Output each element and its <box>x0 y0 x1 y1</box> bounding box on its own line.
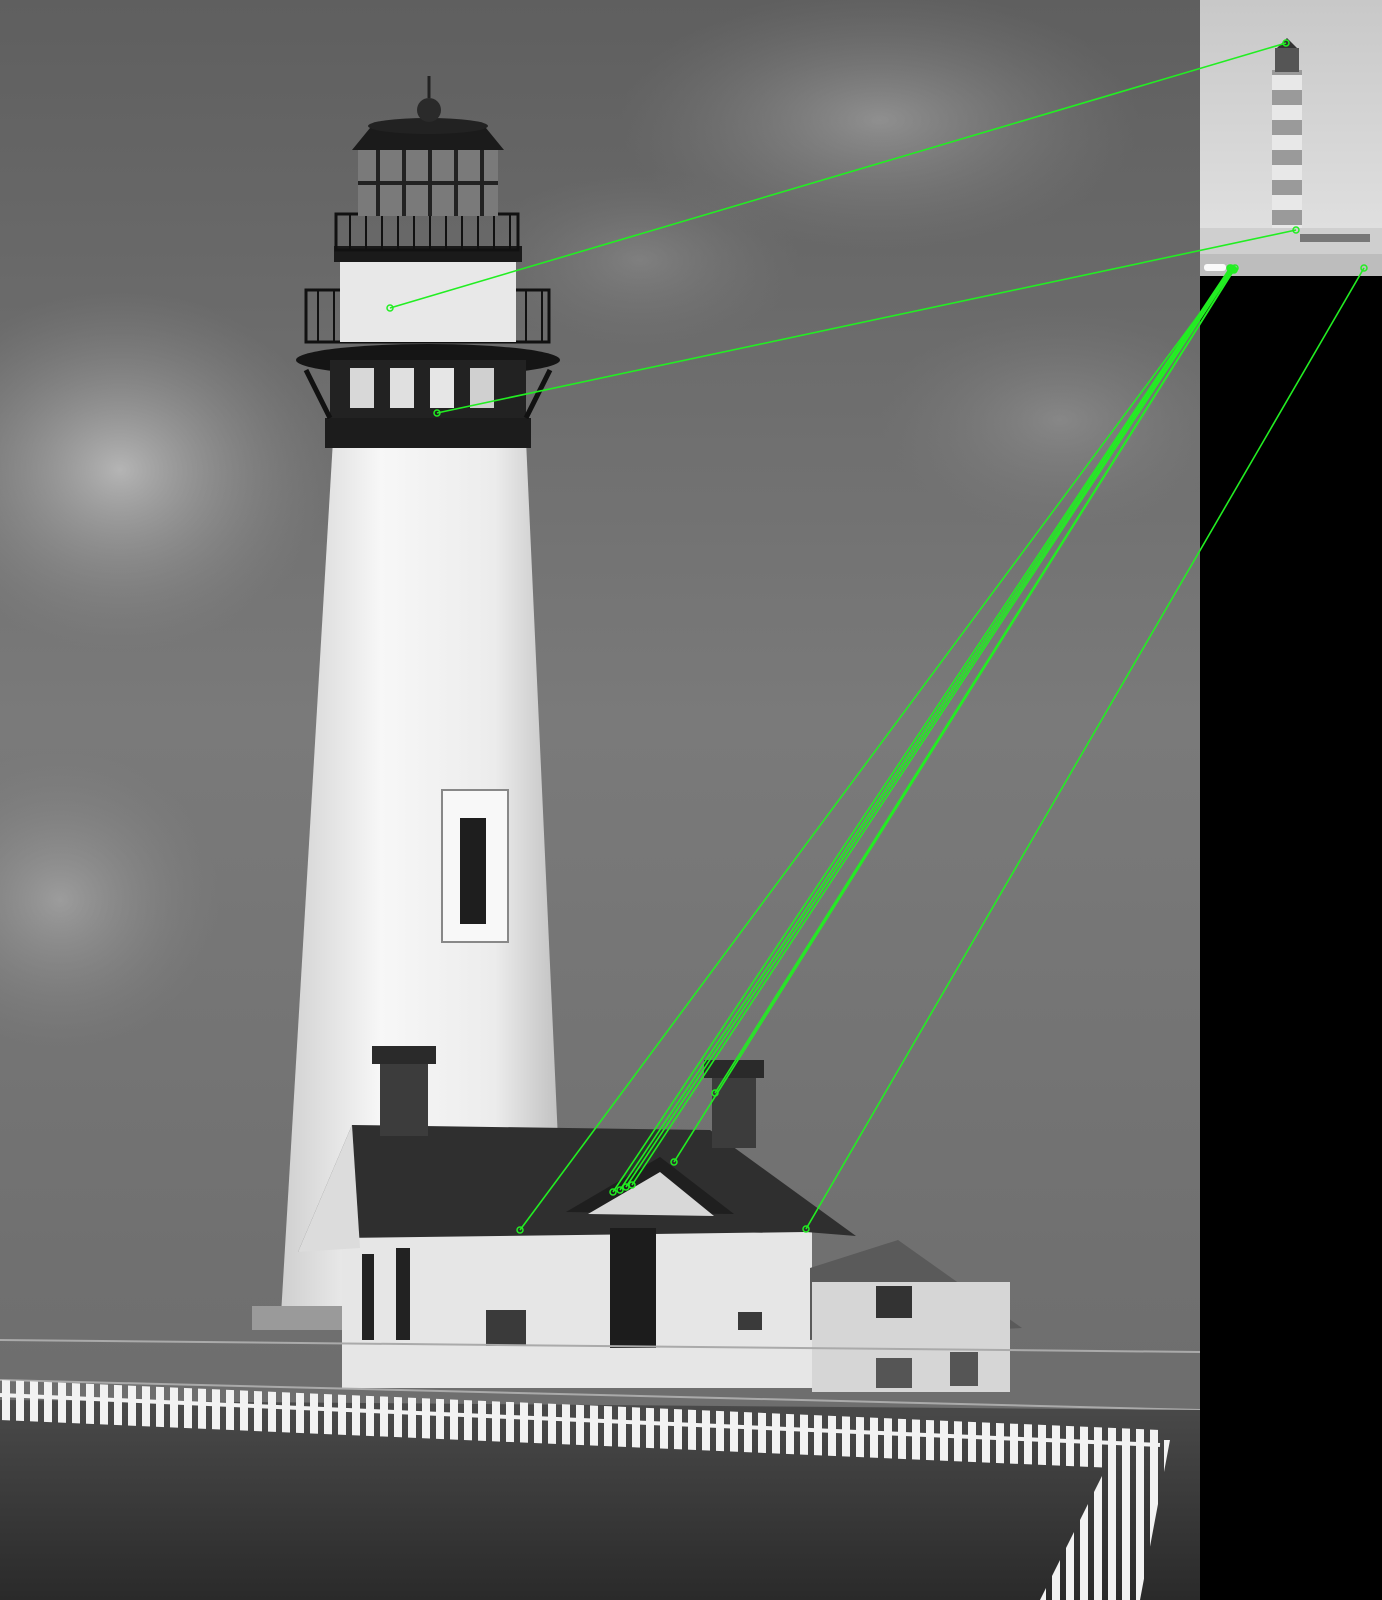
keypoint-marker <box>1360 264 1368 272</box>
lantern-roof <box>352 128 504 150</box>
house-wall <box>342 1228 812 1388</box>
lower-gallery-brackets <box>303 368 553 420</box>
reference-image-panel <box>1200 0 1382 1600</box>
match-line <box>619 267 1232 1191</box>
picket-fence <box>0 1380 1160 1470</box>
keypoint-marker <box>1292 226 1300 234</box>
side-building-window <box>876 1286 912 1318</box>
main-photo <box>0 0 1240 1600</box>
chimney-left <box>380 1060 428 1136</box>
lighthouse <box>252 76 566 1330</box>
keypoint-marker <box>1231 264 1239 272</box>
tower-base-plinth <box>252 1306 342 1330</box>
keypoint-marker <box>711 1089 719 1097</box>
thumbnail-lantern <box>1275 48 1299 72</box>
side-building-window <box>950 1352 978 1386</box>
cloud <box>620 0 1140 250</box>
match-line <box>612 267 1231 1193</box>
lantern-ventilator-ball <box>417 98 441 122</box>
upper-railing-balusters <box>349 214 511 250</box>
match-line <box>805 267 1365 1230</box>
tower-collar <box>325 418 531 448</box>
thumbnail-lantern-roof <box>1277 38 1297 48</box>
watch-room-window <box>430 368 454 408</box>
tower-window <box>460 818 486 924</box>
cloud <box>0 290 330 650</box>
keypoint-marker <box>616 1186 624 1194</box>
house-window <box>362 1254 374 1340</box>
match-line <box>389 42 1287 309</box>
watch-room <box>340 258 516 342</box>
cloud <box>480 170 800 350</box>
picket-fence-rail <box>0 1393 1161 1447</box>
match-lines <box>386 39 1368 1234</box>
picket-fence-curve <box>1040 1440 1170 1600</box>
keypoint-marker <box>386 304 394 312</box>
match-line <box>631 268 1234 1186</box>
keypoint-marker <box>802 1225 810 1233</box>
chain-link-fence <box>0 1339 1201 1411</box>
match-line <box>625 268 1233 1188</box>
thumbnail-building-roof <box>1300 234 1370 242</box>
keypoint-marker <box>609 1188 617 1196</box>
keypoint-marker <box>516 1226 524 1234</box>
keypoint-marker <box>433 409 441 417</box>
keypoint-marker <box>670 1158 678 1166</box>
house-roof <box>298 1125 856 1252</box>
watch-room-window <box>390 368 414 408</box>
front-door <box>610 1228 656 1348</box>
keypoint-marker <box>628 1181 636 1189</box>
porch-gable-face <box>588 1172 714 1216</box>
keypoint-marker <box>1282 39 1290 47</box>
lantern-mullions <box>358 150 498 216</box>
lighthouse-tower <box>281 440 566 1315</box>
lantern-roof-top <box>368 118 488 134</box>
thumbnail-white-car <box>1204 264 1226 271</box>
thumbnail-lighthouse-tower <box>1272 70 1302 232</box>
chimney-left-cap <box>372 1046 436 1064</box>
match-line <box>714 267 1236 1094</box>
match-line <box>436 229 1297 414</box>
keepers-house <box>298 1046 856 1388</box>
match-line <box>519 269 1233 1231</box>
cloud <box>0 750 220 1050</box>
house-window <box>396 1248 410 1340</box>
plaque <box>738 1312 762 1330</box>
plaque <box>486 1310 526 1346</box>
thumbnail-ground <box>1200 254 1382 276</box>
side-building-window <box>876 1358 912 1388</box>
house-gable <box>298 1125 360 1252</box>
chimney-right-cap <box>704 1060 764 1078</box>
watch-room-window <box>350 368 374 408</box>
cloud <box>880 310 1240 530</box>
side-building <box>810 1240 1022 1392</box>
